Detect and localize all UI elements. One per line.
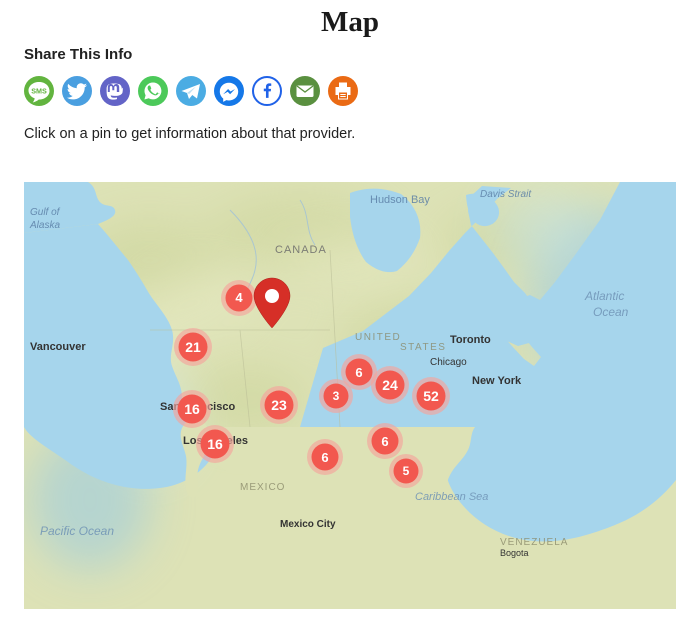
svg-text:New York: New York	[472, 375, 522, 387]
svg-text:6: 6	[321, 450, 328, 465]
svg-text:Atlantic: Atlantic	[584, 289, 624, 303]
svg-text:16: 16	[207, 436, 223, 452]
svg-text:Toronto: Toronto	[450, 334, 491, 346]
svg-text:16: 16	[184, 401, 200, 417]
svg-text:MEXICO: MEXICO	[240, 482, 285, 493]
svg-text:STATES: STATES	[400, 342, 446, 353]
svg-text:6: 6	[381, 434, 388, 449]
svg-text:Bogota: Bogota	[500, 548, 529, 558]
svg-text:52: 52	[423, 388, 439, 404]
svg-text:Alaska: Alaska	[29, 220, 60, 231]
svg-text:UNITED: UNITED	[355, 332, 401, 343]
svg-text:Davis Strait: Davis Strait	[480, 189, 532, 200]
svg-text:Caribbean Sea: Caribbean Sea	[415, 491, 488, 503]
svg-text:6: 6	[355, 365, 362, 380]
svg-text:SMS: SMS	[31, 87, 47, 96]
svg-text:VENEZUELA: VENEZUELA	[500, 537, 568, 548]
svg-text:23: 23	[271, 397, 287, 413]
svg-text:Pacific Ocean: Pacific Ocean	[40, 524, 114, 538]
svg-text:Hudson Bay: Hudson Bay	[370, 194, 430, 206]
svg-text:4: 4	[235, 290, 243, 305]
svg-text:Chicago: Chicago	[430, 357, 467, 368]
svg-text:Ocean: Ocean	[593, 305, 629, 319]
svg-text:3: 3	[333, 389, 340, 403]
svg-text:CANADA: CANADA	[275, 244, 327, 256]
svg-text:Vancouver: Vancouver	[30, 341, 86, 353]
svg-text:5: 5	[403, 464, 410, 478]
svg-text:Gulf of: Gulf of	[30, 207, 61, 218]
svg-text:21: 21	[185, 339, 201, 355]
svg-text:24: 24	[382, 377, 398, 393]
svg-text:Mexico City: Mexico City	[280, 519, 336, 530]
